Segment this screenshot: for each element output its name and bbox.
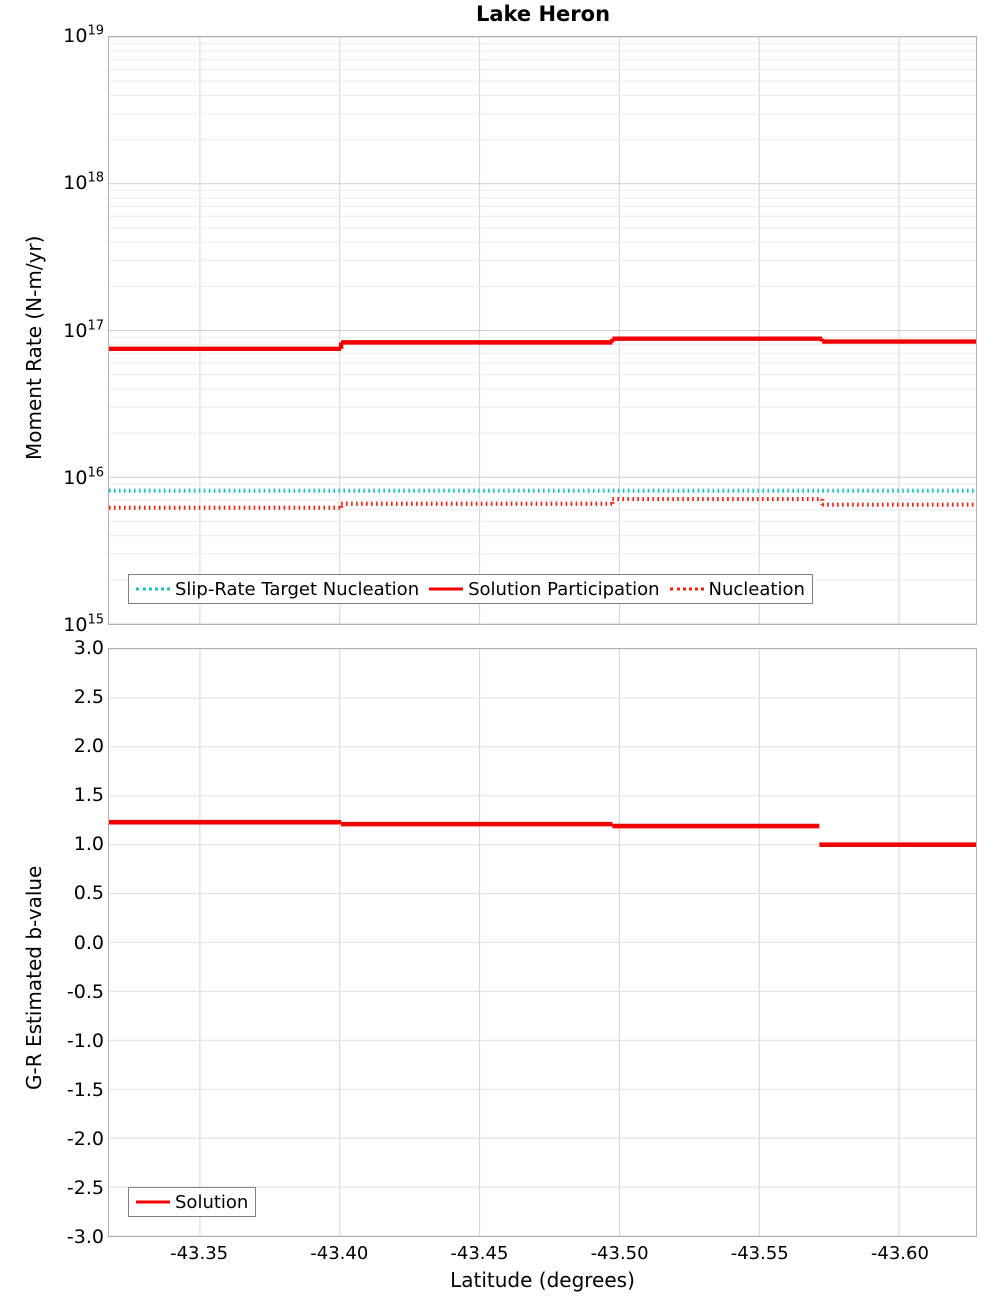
moment-rate-plot (108, 36, 977, 625)
y-tick-label: 2.5 (73, 686, 104, 709)
legend-line-swatch-icon (136, 582, 170, 596)
moment-rate-y-tick-labels: 1019 1018 1017 1016 1015 (0, 25, 104, 636)
y-tick-label: 1018 (63, 172, 104, 194)
b-value-legend: Solution (128, 1187, 257, 1217)
y-tick-label: -1.0 (66, 1029, 104, 1052)
y-tick-exponent: 16 (87, 465, 104, 481)
legend-swatch-stroke (136, 587, 170, 591)
y-tick-label: 0.0 (73, 931, 104, 954)
moment-rate-legend: Slip-Rate Target Nucleation Solution Part… (128, 574, 813, 604)
y-tick-label: -1.5 (66, 1078, 104, 1101)
y-tick-label: 1.0 (73, 833, 104, 856)
y-tick-label: 2.0 (73, 735, 104, 758)
y-tick-mantissa: 10 (63, 466, 88, 489)
x-tick-label: -43.55 (730, 1243, 789, 1264)
y-tick-exponent: 15 (87, 612, 104, 628)
b-value-plot (108, 648, 977, 1237)
y-tick-exponent: 19 (87, 23, 104, 39)
b-value-axis-label: G-R Estimated b-value (22, 865, 46, 1090)
x-tick-label: -43.60 (870, 1243, 929, 1264)
y-tick-exponent: 17 (87, 318, 104, 334)
x-tick-label: -43.45 (450, 1243, 509, 1264)
legend-label: Solution (175, 1191, 249, 1213)
legend-label: Solution Participation (468, 578, 660, 600)
y-tick-exponent: 18 (87, 170, 104, 186)
legend-label: Nucleation (708, 578, 805, 600)
b-value-series-layer (109, 819, 976, 847)
moment-rate-axis-label: Moment Rate (N-m/yr) (22, 235, 46, 460)
b-value-gridlines (109, 649, 976, 1236)
moment-rate-gridlines (109, 37, 976, 624)
x-tick-label: -43.50 (590, 1243, 649, 1264)
y-tick-label: 1.5 (73, 784, 104, 807)
series-line (109, 819, 976, 847)
b-value-y-tick-labels: 3.0 2.5 2.0 1.5 1.0 0.5 0.0 -0.5 -1.0 -1.5 -2.0 -2.… (0, 637, 104, 1248)
y-tick-label: 3.0 (73, 637, 104, 659)
y-tick-label: -2.5 (66, 1176, 104, 1199)
moment-rate-series-layer (109, 336, 976, 510)
y-tick-label: -0.5 (66, 980, 104, 1003)
b-value-legend-entry[interactable]: Solution (136, 1192, 248, 1213)
page-title: Lake Heron (475, 2, 611, 26)
moment-rate-legend-entry[interactable]: Slip-Rate Target Nucleation (136, 579, 419, 600)
series-line (109, 496, 976, 510)
series-line (109, 336, 976, 352)
legend-swatch-stroke (136, 1200, 170, 1204)
legend-label: Slip-Rate Target Nucleation (175, 578, 420, 600)
legend-line-swatch-icon (429, 582, 464, 596)
y-tick-label: -3.0 (66, 1226, 104, 1248)
legend-line-swatch-icon (136, 1195, 170, 1209)
y-tick-mantissa: 10 (63, 172, 88, 195)
y-tick-label: 1019 (63, 25, 104, 47)
y-tick-label: 1016 (63, 465, 104, 489)
y-tick-mantissa: 10 (63, 319, 88, 342)
x-tick-label: -43.35 (170, 1243, 229, 1264)
latitude-axis-label: Latitude (degrees) (450, 1268, 635, 1292)
y-tick-label: 1015 (63, 614, 104, 636)
x-tick-label: -43.40 (310, 1243, 369, 1264)
legend-line-swatch-icon (669, 582, 704, 596)
y-tick-label: 0.5 (73, 882, 104, 905)
y-tick-mantissa: 10 (63, 614, 88, 636)
legend-swatch-stroke (429, 587, 464, 591)
moment-rate-legend-entry[interactable]: Solution Participation (429, 578, 660, 600)
moment-rate-legend-entry[interactable]: Nucleation (669, 578, 805, 600)
y-tick-label: -2.0 (66, 1127, 104, 1150)
y-tick-mantissa: 10 (63, 25, 88, 47)
legend-swatch-stroke (669, 587, 704, 591)
y-tick-label: 1017 (63, 318, 104, 342)
